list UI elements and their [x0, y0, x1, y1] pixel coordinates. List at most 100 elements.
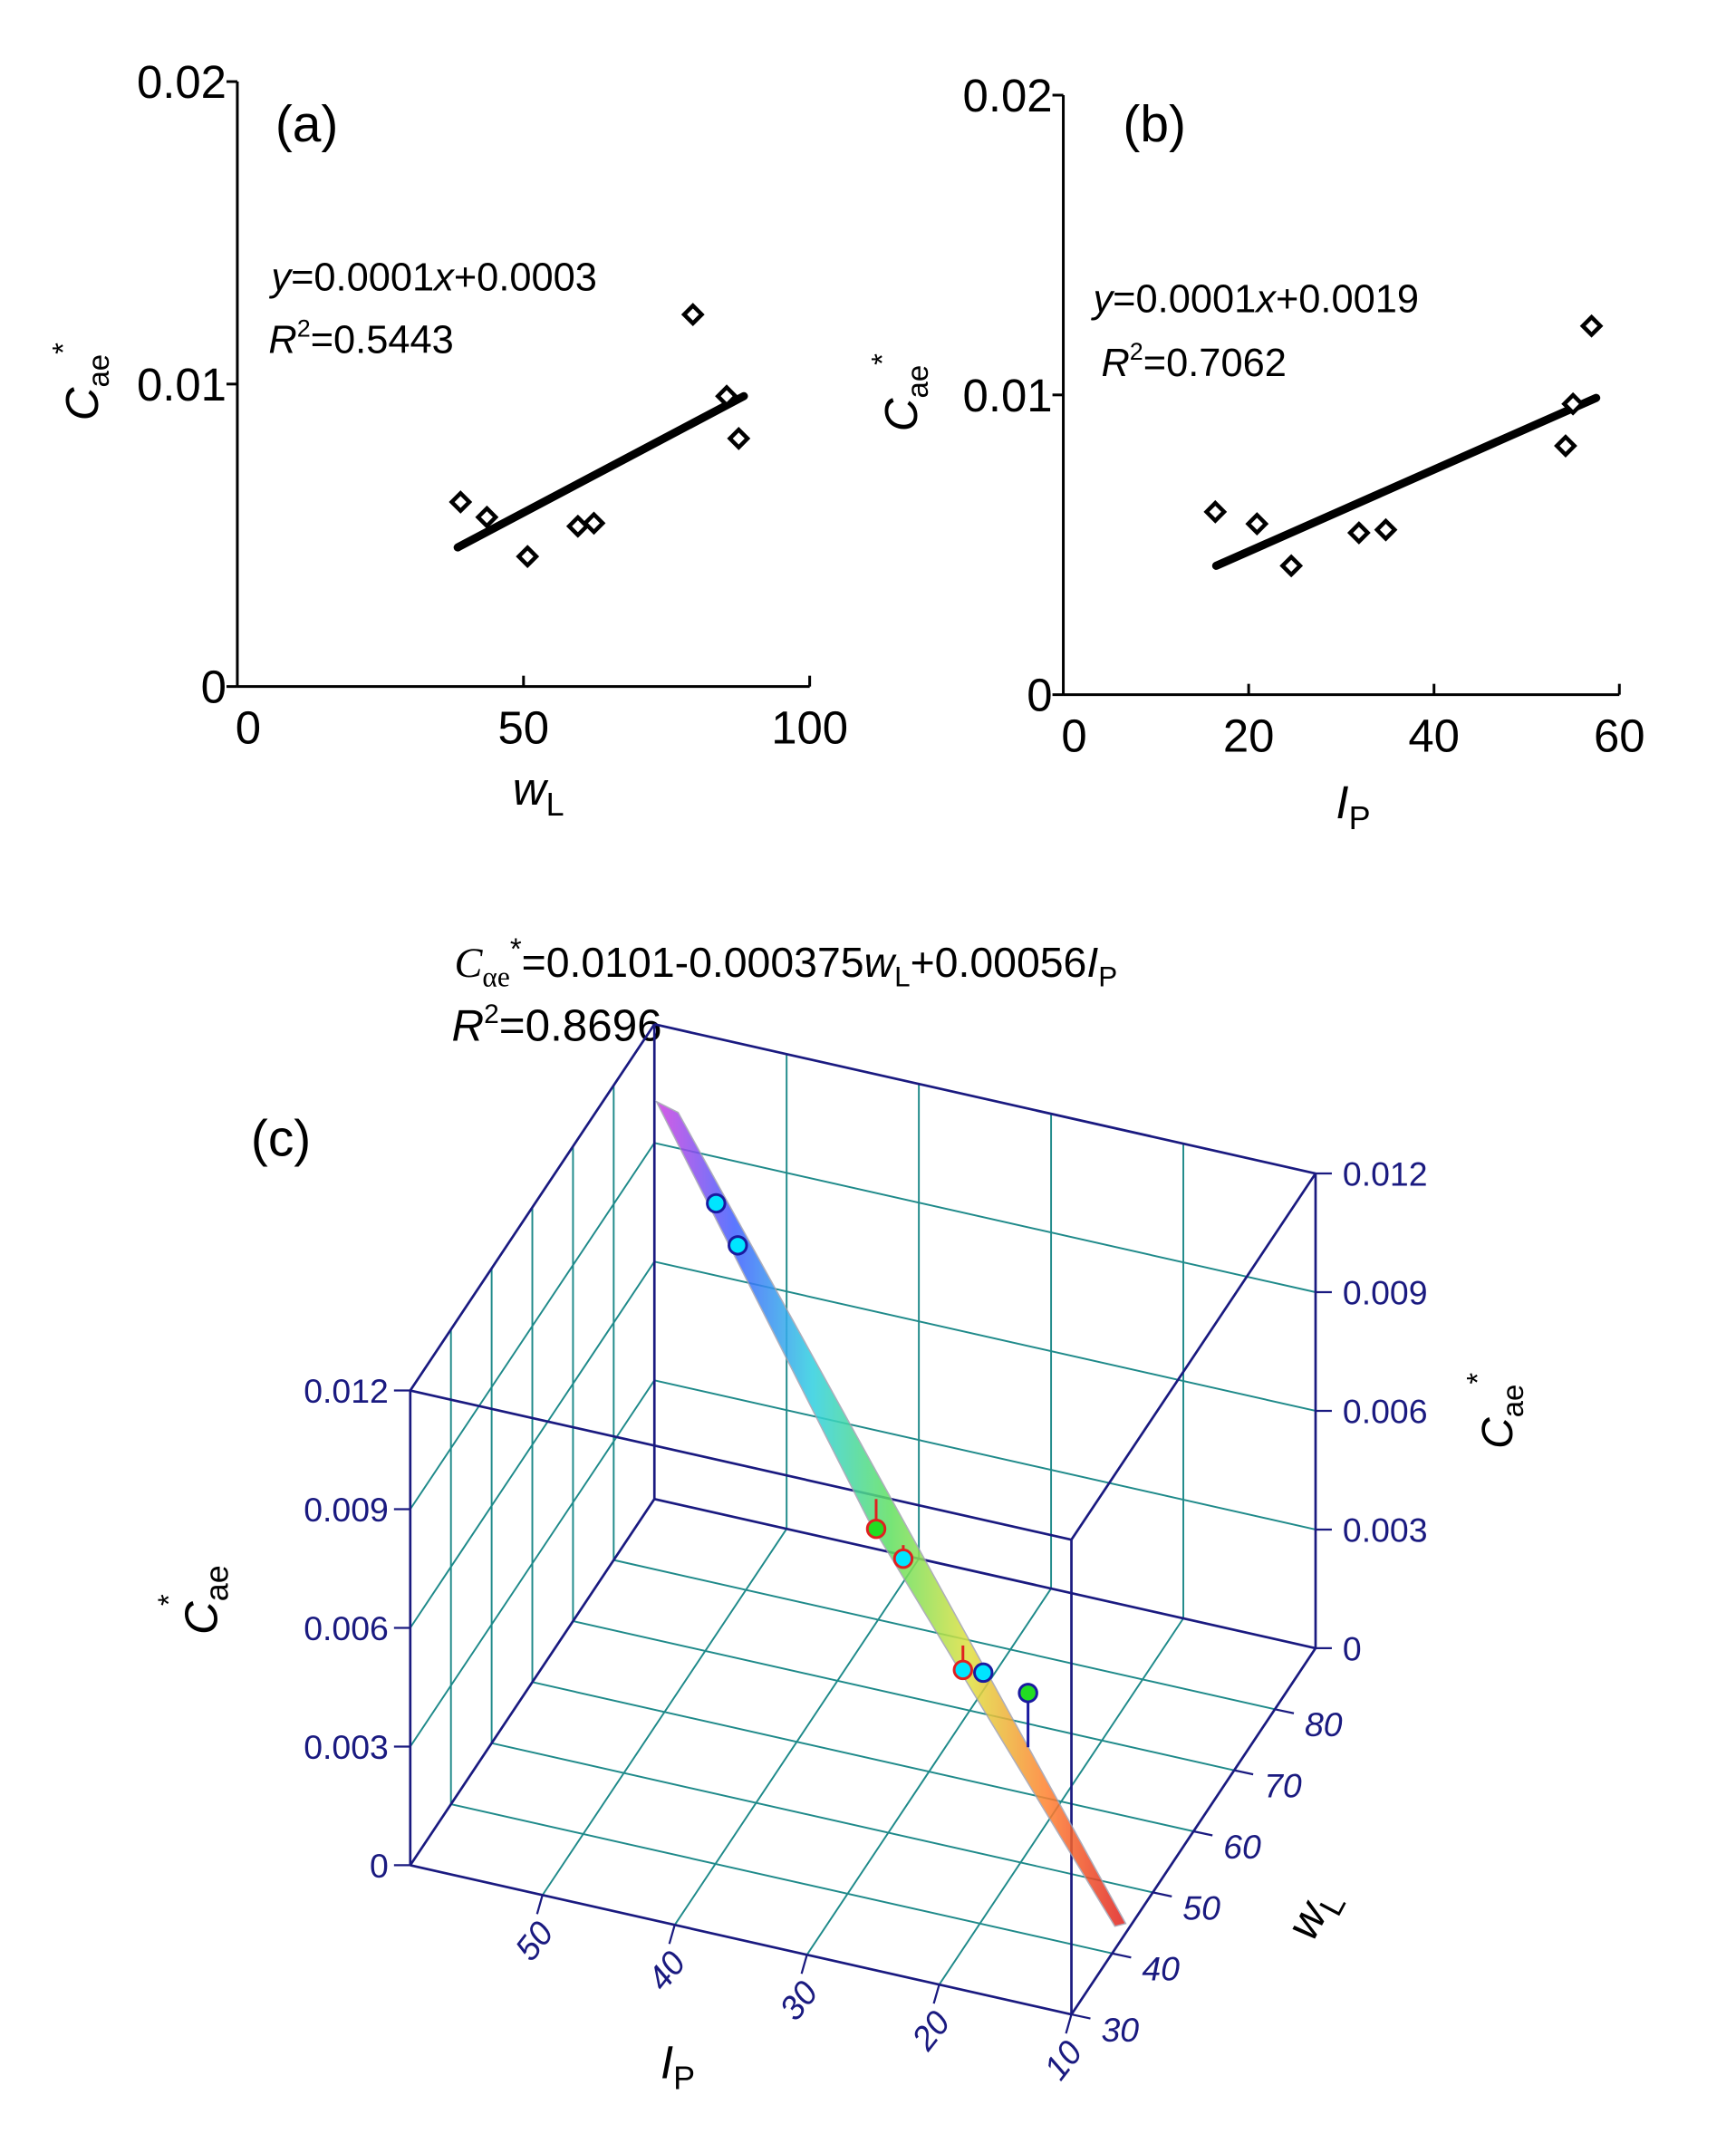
ip-tick-label: 30: [772, 1974, 825, 2027]
trend-line-a: [453, 391, 748, 552]
ylabel-c: wL: [1276, 1878, 1353, 1951]
wl-tick-label: 60: [1223, 1828, 1261, 1866]
y-tick-label-b: 0: [1027, 670, 1052, 721]
r2-b: R2=0.7062: [1101, 338, 1286, 385]
wl-tick-label: 80: [1305, 1705, 1343, 1743]
data-point-a: [582, 511, 606, 536]
box-edge: [410, 1864, 1072, 2016]
wl-tick-label: 30: [1101, 2011, 1139, 2049]
data-point-c: [952, 1659, 974, 1681]
z-tick-label-left: 0.003: [304, 1728, 389, 1766]
data-point-c: [1017, 1683, 1038, 1704]
z-tick-label-right: 0: [1343, 1629, 1362, 1667]
x-tick-label-a: 50: [497, 702, 549, 754]
wl-tick-label: 50: [1182, 1888, 1220, 1926]
box-edge: [1070, 1173, 1317, 1540]
panel-b: (b) y=0.0001x+0.0019 R2=0.7062 IP Cae* 0…: [865, 70, 1645, 836]
data-point-a: [727, 427, 751, 450]
ip-tick: [932, 1984, 940, 2004]
z-tick-label-right: 0.006: [1343, 1392, 1428, 1430]
box-edge: [653, 1023, 1316, 1175]
panel-label-a: (a): [275, 96, 339, 153]
data-point-a: [715, 384, 738, 409]
wl-tick: [1112, 1952, 1132, 1959]
data-point-a: [516, 545, 540, 569]
wl-tick: [1153, 1891, 1172, 1897]
data-point-b: [1203, 499, 1228, 524]
box-edge: [409, 1023, 656, 1392]
box-edge: [410, 1389, 1072, 1541]
zlabel-right-c: Cae*: [1461, 1373, 1529, 1449]
data-point-b: [1374, 517, 1398, 542]
r2-c: R2=0.8696: [451, 999, 661, 1050]
wl-tick: [1233, 1769, 1254, 1776]
ip-tick: [668, 1924, 676, 1945]
data-point-c: [706, 1192, 727, 1214]
x-tick-label-b: 40: [1408, 710, 1460, 761]
z-tick-label-left: 0.009: [304, 1491, 389, 1529]
data-point-c: [973, 1662, 994, 1684]
z-tick-label-right: 0.009: [1343, 1273, 1428, 1311]
regression-surface: [654, 1100, 1127, 1927]
data-point-b: [1579, 314, 1604, 338]
ip-tick-label: 40: [640, 1944, 693, 1997]
r2-a: R2=0.5443: [268, 314, 453, 362]
zlabel-left-c: Cae*: [152, 1565, 236, 1635]
z-tick-label-left: 0.012: [304, 1372, 389, 1410]
equation-b: y=0.0001x+0.0019: [1090, 278, 1419, 322]
data-point-c: [865, 1518, 887, 1540]
ylabel-a: Cae*: [46, 343, 115, 420]
floor-grid-line: [450, 1803, 1113, 1955]
ip-tick-label: 50: [507, 1914, 561, 1967]
y-tick-label-a: 0.01: [137, 359, 227, 410]
y-tick-label-a: 0.02: [137, 56, 227, 108]
ip-tick: [535, 1895, 544, 1915]
ylabel-b: Cae*: [865, 353, 934, 431]
y-tick-label-a: 0: [201, 661, 227, 713]
z-tick-label-right: 0.003: [1343, 1511, 1428, 1549]
floor-grid-line: [491, 1742, 1153, 1894]
floor-grid-line: [532, 1681, 1194, 1832]
data-point-a: [680, 303, 705, 326]
box-edge: [653, 1497, 1316, 1650]
panel-label-c: (c): [251, 1111, 311, 1168]
side-wall-grid-line: [409, 1260, 656, 1629]
title-c: Cαe*=0.0101-0.000375wL+0.00056IP: [454, 932, 1117, 993]
side-wall-grid-line: [409, 1379, 656, 1747]
data-point-b: [1279, 554, 1304, 578]
z-tick-label-right: 0.012: [1343, 1154, 1428, 1192]
trend-line-b: [1211, 393, 1601, 570]
wl-tick: [1193, 1830, 1213, 1837]
side-wall-grid-line: [409, 1142, 656, 1511]
xlabel-a: wL: [513, 763, 564, 823]
wl-tick: [1071, 2013, 1091, 2020]
back-wall-grid-line: [654, 1379, 1316, 1530]
z-tick-label-left: 0.006: [304, 1609, 389, 1647]
x-tick-label-a: 0: [236, 702, 261, 754]
ip-tick-label: 20: [903, 2003, 957, 2058]
xlabel-c: IP: [661, 2036, 695, 2096]
data-point-b: [1346, 521, 1371, 545]
data-point-b: [1554, 434, 1577, 458]
data-point-c: [728, 1235, 748, 1256]
wl-tick: [1274, 1708, 1295, 1714]
y-tick-label-b: 0.02: [963, 70, 1053, 121]
z-tick-label-left: 0: [370, 1847, 389, 1885]
data-point-b: [1561, 391, 1586, 416]
equation-a: y=0.0001x+0.0003: [268, 256, 597, 300]
x-tick-label-a: 100: [771, 702, 848, 754]
data-point-a: [565, 514, 590, 538]
panel-a: (a) y=0.0001x+0.0003 R2=0.5443 wL Cae* 0…: [46, 56, 848, 823]
xlabel-b: IP: [1336, 777, 1370, 836]
y-tick-label-b: 0.01: [963, 370, 1053, 421]
data-point-c: [892, 1548, 914, 1569]
data-point-b: [1245, 512, 1269, 536]
back-wall-grid-line: [654, 1142, 1316, 1293]
wl-tick-label: 40: [1142, 1950, 1180, 1988]
ip-tick-label: 10: [1037, 2033, 1090, 2087]
x-tick-label-b: 0: [1061, 710, 1086, 761]
ip-tick: [1065, 2013, 1073, 2034]
x-tick-label-b: 60: [1594, 710, 1645, 761]
x-tick-label-b: 20: [1223, 710, 1275, 761]
